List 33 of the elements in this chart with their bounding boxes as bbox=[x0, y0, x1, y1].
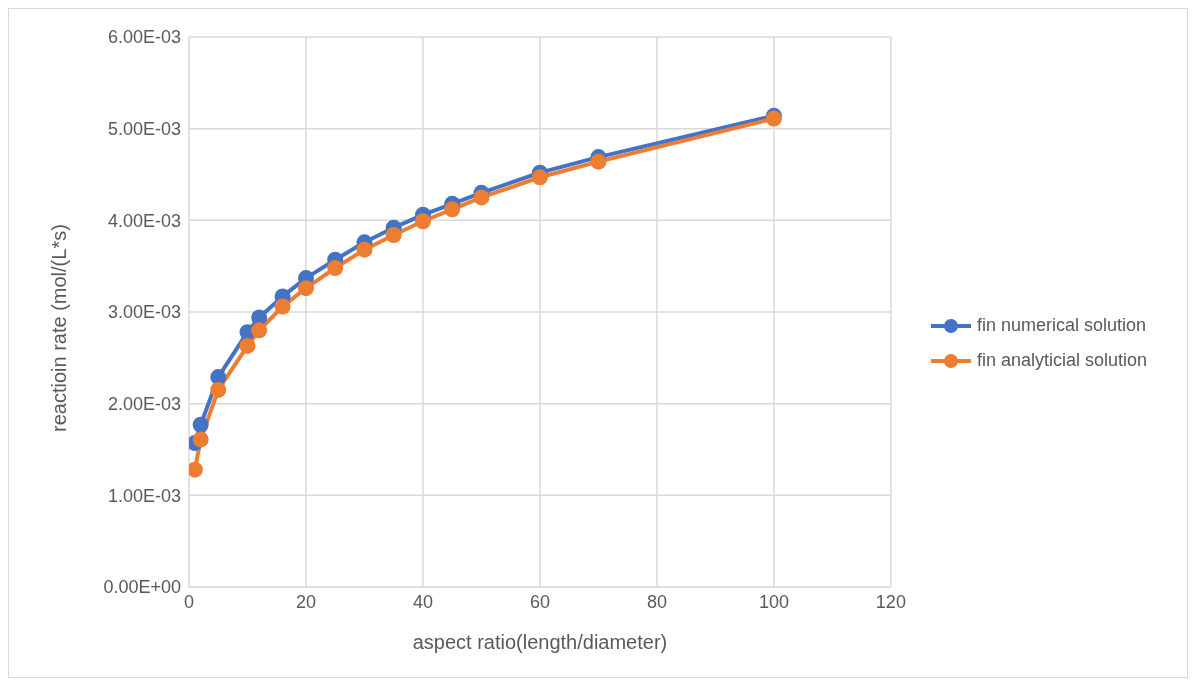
point bbox=[356, 241, 373, 258]
point bbox=[192, 416, 209, 433]
point bbox=[590, 153, 607, 170]
point bbox=[414, 213, 431, 230]
y-axis-title: reactioin rate (mol/(L*s) bbox=[48, 224, 71, 432]
point bbox=[251, 322, 268, 339]
y-tick-label: 4.00E-03 bbox=[107, 210, 181, 231]
y-tick-label: 5.00E-03 bbox=[107, 119, 181, 140]
point bbox=[531, 169, 548, 186]
x-axis-title: aspect ratio(length/diameter) bbox=[412, 631, 668, 653]
x-tick-label: 40 bbox=[412, 591, 433, 612]
point bbox=[444, 201, 461, 218]
point bbox=[327, 260, 344, 276]
x-tick-label: 0 bbox=[183, 591, 195, 612]
point bbox=[210, 381, 227, 398]
point bbox=[385, 227, 402, 243]
y-tick-label: 1.00E-03 bbox=[107, 485, 181, 506]
point bbox=[192, 431, 209, 448]
x-tick-label: 80 bbox=[646, 591, 667, 612]
y-tick-label: 2.00E-03 bbox=[107, 394, 181, 415]
x-tick-label: 60 bbox=[529, 591, 550, 612]
x-tick-label: 100 bbox=[758, 591, 789, 612]
y-tick-label: 6.00E-03 bbox=[107, 27, 181, 48]
legend-label: fin numerical solution bbox=[976, 315, 1146, 336]
x-tick-label: 20 bbox=[295, 591, 316, 612]
point bbox=[239, 337, 256, 354]
point bbox=[297, 280, 314, 297]
point bbox=[274, 298, 291, 315]
x-tick-label: 120 bbox=[875, 591, 906, 612]
y-tick-label: 3.00E-03 bbox=[107, 302, 181, 323]
legend-label: fin analyticial solution bbox=[976, 350, 1147, 371]
point bbox=[473, 189, 490, 206]
y-tick-label: 0.00E+00 bbox=[103, 577, 181, 598]
